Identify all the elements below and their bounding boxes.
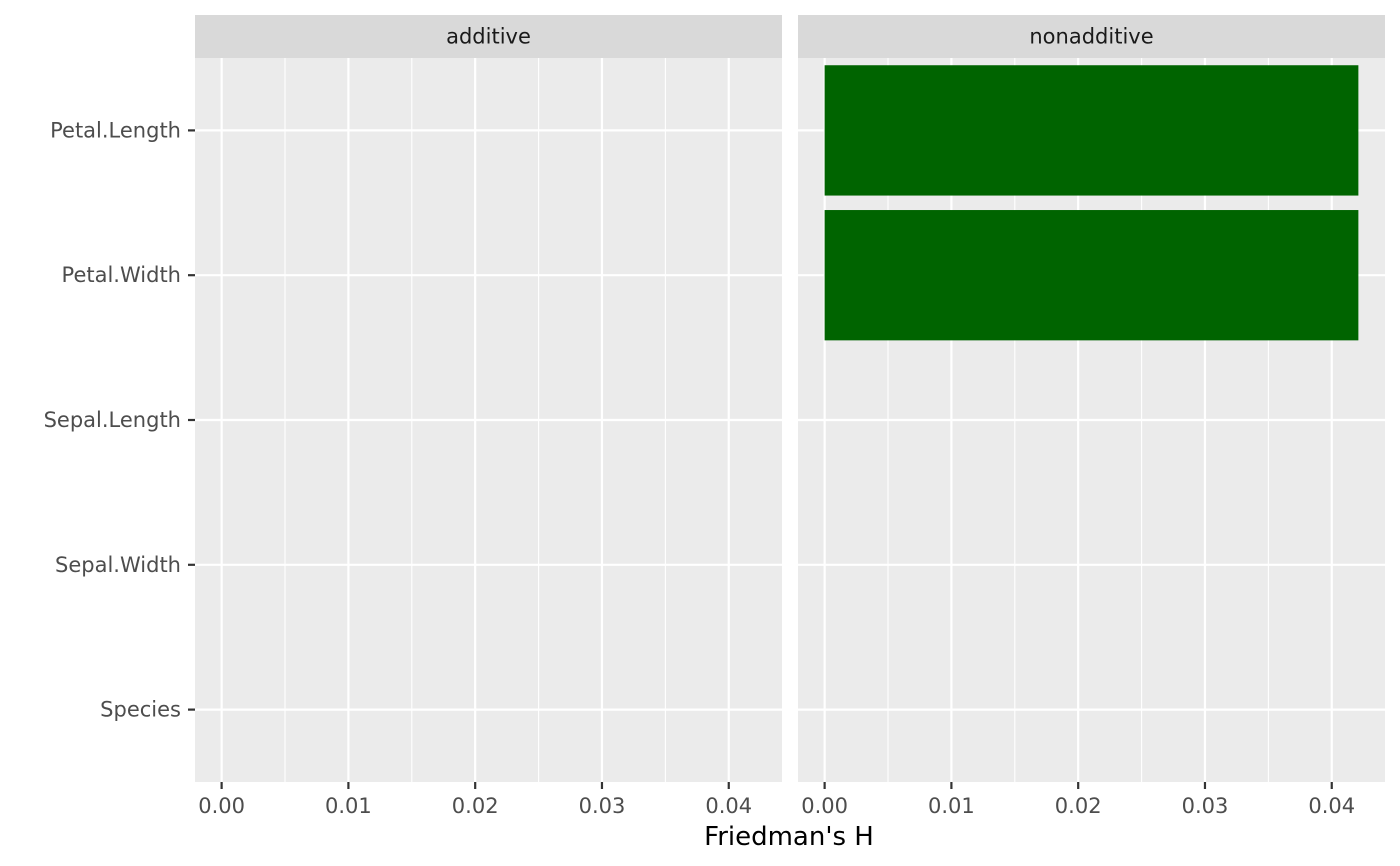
x-tick-label: 0.04	[1308, 794, 1355, 818]
bar-Petal.Length	[824, 65, 1359, 196]
y-tick-label: Sepal.Width	[55, 553, 181, 577]
bar-Petal.Width	[824, 210, 1359, 341]
y-axis: Petal.Length Petal.Width Sepal.Length Sepal…	[44, 118, 195, 722]
x-axis-title: Friedman's H	[704, 822, 874, 852]
y-tick-label: Petal.Width	[62, 263, 181, 287]
x-tick-label: 0.03	[579, 794, 626, 818]
facet-panel-nonadditive: nonadditive 0.00 0.01 0.02 0.03 0.04	[798, 15, 1385, 818]
y-tick-label: Species	[100, 698, 181, 722]
x-tick-label: 0.00	[801, 794, 848, 818]
facet-panel-additive: additive 0.00 0.01 0.02 0.03 0.04	[195, 15, 782, 818]
x-tick-label: 0.04	[705, 794, 752, 818]
y-tick-label: Sepal.Length	[44, 408, 181, 432]
x-tick-label: 0.01	[928, 794, 975, 818]
facet-panels: additive 0.00 0.01 0.02 0.03 0.04 nonadditive 0…	[195, 15, 1385, 818]
x-tick-label: 0.02	[1055, 794, 1102, 818]
facet-strip	[195, 15, 782, 58]
y-tick-label: Petal.Length	[50, 118, 181, 142]
facet-strip	[798, 15, 1385, 58]
facet-strip-label: nonadditive	[1029, 25, 1153, 49]
facet-strip-label: additive	[446, 25, 531, 49]
x-tick-label: 0.03	[1182, 794, 1229, 818]
x-tick-label: 0.00	[198, 794, 245, 818]
x-tick-label: 0.01	[325, 794, 372, 818]
x-tick-label: 0.02	[452, 794, 499, 818]
